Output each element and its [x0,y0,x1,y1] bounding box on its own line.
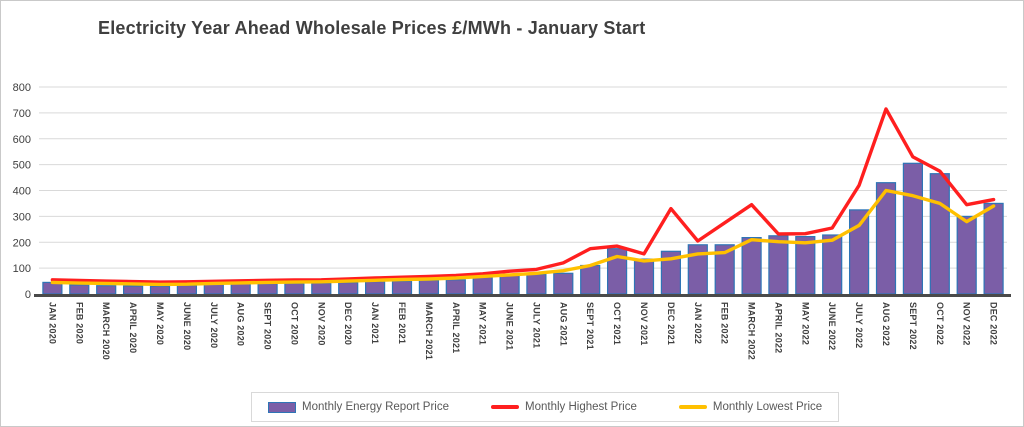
svg-text:JAN 2022: JAN 2022 [693,302,703,344]
svg-text:500: 500 [13,160,31,172]
svg-text:JAN 2021: JAN 2021 [370,302,380,344]
svg-text:MAY 2021: MAY 2021 [478,302,488,345]
chart-title: Electricity Year Ahead Wholesale Prices … [98,18,646,38]
svg-text:FEB 2022: FEB 2022 [720,302,730,344]
svg-text:JUNE 2020: JUNE 2020 [182,302,192,350]
svg-text:APRIL 2020: APRIL 2020 [128,302,138,353]
svg-text:600: 600 [13,134,31,146]
svg-text:AUG 2021: AUG 2021 [558,302,568,346]
chart-legend: Monthly Energy Report Price Monthly High… [251,392,840,422]
svg-text:NOV 2022: NOV 2022 [962,302,972,346]
svg-text:OCT 2022: OCT 2022 [935,302,945,345]
svg-text:DEC 2021: DEC 2021 [666,302,676,345]
svg-text:NOV 2020: NOV 2020 [316,302,326,346]
svg-text:0: 0 [25,289,31,301]
highest-line-swatch-icon [491,405,520,409]
svg-text:OCT 2021: OCT 2021 [612,302,622,345]
svg-text:JULY 2020: JULY 2020 [209,302,219,348]
legend-item-highest-price: Monthly Highest Price [491,401,637,413]
svg-text:SEPT 2022: SEPT 2022 [908,302,918,350]
svg-text:DEC 2020: DEC 2020 [343,302,353,345]
svg-text:JUNE 2021: JUNE 2021 [505,302,515,350]
svg-text:SEPT 2021: SEPT 2021 [585,302,595,350]
svg-text:MAY 2022: MAY 2022 [800,302,810,345]
svg-text:AUG 2022: AUG 2022 [881,302,891,346]
svg-text:AUG 2020: AUG 2020 [236,302,246,346]
svg-text:800: 800 [13,82,31,94]
svg-text:100: 100 [13,263,31,275]
legend-label: Monthly Highest Price [525,401,637,413]
svg-text:MARCH 2021: MARCH 2021 [424,302,434,360]
svg-text:MARCH 2020: MARCH 2020 [101,302,111,360]
svg-text:JULY 2021: JULY 2021 [531,302,541,348]
legend-label: Monthly Lowest Price [712,401,823,413]
svg-text:JULY 2022: JULY 2022 [854,302,864,348]
bar-swatch-icon [268,401,296,413]
svg-text:MARCH 2022: MARCH 2022 [747,302,757,360]
svg-text:SEPT 2020: SEPT 2020 [263,302,273,350]
svg-text:JUNE 2022: JUNE 2022 [827,302,837,350]
svg-text:OCT 2020: OCT 2020 [289,302,299,345]
svg-text:JAN 2020: JAN 2020 [47,302,57,344]
svg-text:APRIL 2022: APRIL 2022 [773,302,783,353]
svg-text:300: 300 [13,211,31,223]
legend-item-energy-report-price: Monthly Energy Report Price [268,401,449,413]
legend-item-lowest-price: Monthly Lowest Price [678,401,823,413]
svg-text:MAY 2020: MAY 2020 [155,302,165,345]
svg-text:FEB 2020: FEB 2020 [74,302,84,344]
svg-text:FEB 2021: FEB 2021 [397,302,407,344]
svg-text:NOV 2021: NOV 2021 [639,302,649,346]
svg-text:APRIL 2021: APRIL 2021 [451,302,461,353]
svg-text:400: 400 [13,186,31,198]
svg-text:700: 700 [13,108,31,120]
svg-text:200: 200 [13,237,31,249]
lowest-line-swatch-icon [678,405,707,409]
legend-label: Monthly Energy Report Price [302,401,450,413]
svg-text:DEC 2022: DEC 2022 [989,302,999,345]
